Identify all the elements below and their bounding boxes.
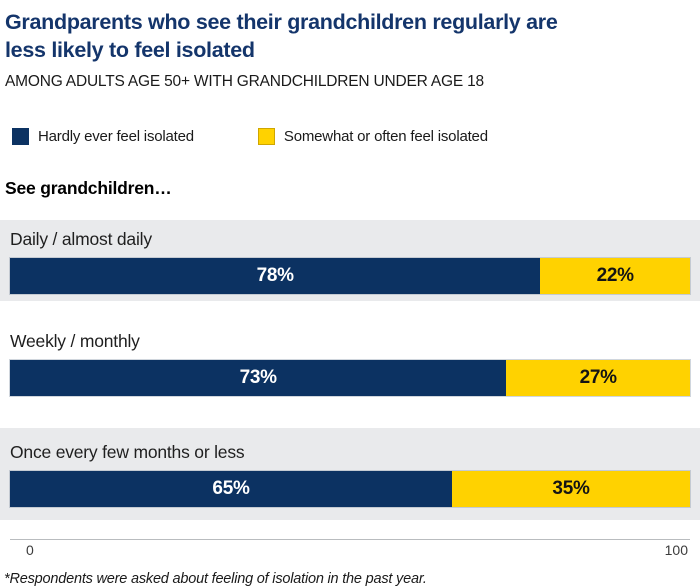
bar-segment-hardly-ever: 65% [10,471,452,507]
x-axis-max-label: 100 [664,542,688,558]
legend-swatch-yellow-icon [257,128,275,145]
bar-value-label: 22% [596,265,634,286]
x-axis-line [10,539,690,540]
bar-category-label: Once every few months or less [10,442,245,462]
legend: Hardly ever feel isolated Somewhat or of… [0,128,700,145]
bar-segment-somewhat-often: 27% [506,360,690,396]
x-axis-min-label: 0 [26,542,34,558]
x-axis: 0 100 [0,539,700,558]
stacked-bar: 78% 22% [10,258,690,294]
footnote: *Respondents were asked about feeling of… [4,571,427,587]
chart-title-line-1: Grandparents who see their grandchildren… [5,10,558,34]
bar-group-daily: Daily / almost daily 78% 22% [0,220,700,301]
bar-value-label: 27% [579,367,617,388]
legend-item-somewhat-often: Somewhat or often feel isolated [257,128,488,145]
legend-item-hardly-ever: Hardly ever feel isolated [12,128,194,145]
legend-label: Hardly ever feel isolated [38,128,194,145]
bar-category-label: Weekly / monthly [10,331,140,351]
bar-value-label: 65% [212,478,250,499]
chart-title-line-2: less likely to feel isolated [5,38,255,62]
bar-segment-hardly-ever: 73% [10,360,507,396]
stacked-bar: 65% 35% [10,471,690,507]
legend-swatch-navy-icon [12,128,29,145]
bar-value-label: 35% [552,478,590,499]
stacked-bar: 73% 27% [10,360,690,396]
bar-value-label: 73% [239,367,277,388]
bar-group-weekly: Weekly / monthly 73% 27% [0,322,700,403]
bar-segment-hardly-ever: 78% [10,258,541,294]
chart-title: Grandparents who see their grandchildren… [0,6,700,64]
bar-segment-somewhat-often: 35% [452,471,690,507]
bar-value-label: 78% [256,265,294,286]
x-axis-tick-labels: 0 100 [10,540,690,558]
chart-subtitle: AMONG ADULTS AGE 50+ WITH GRANDCHILDREN … [5,73,484,90]
bar-group-few-months: Once every few months or less 65% 35% [0,428,700,520]
bar-category-label: Daily / almost daily [10,229,152,249]
legend-label: Somewhat or often feel isolated [283,128,488,145]
section-label: See grandchildren… [5,178,172,198]
bar-segment-somewhat-often: 22% [540,258,690,294]
